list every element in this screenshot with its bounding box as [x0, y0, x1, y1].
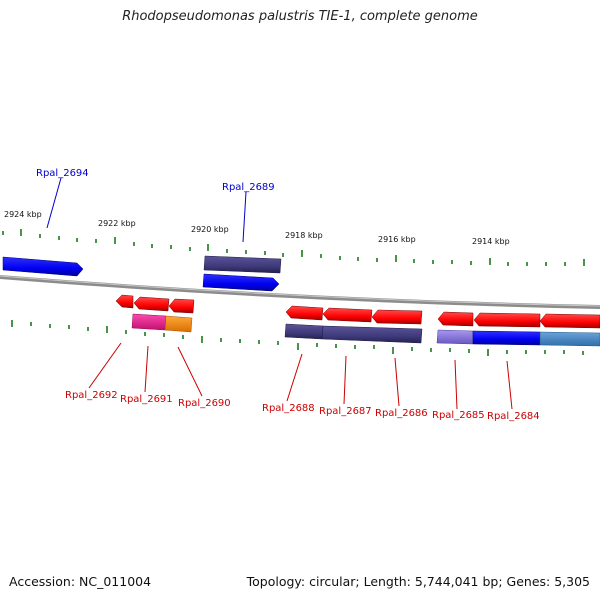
leader-rpal-2685 [454, 359, 458, 410]
gene-rpal-2688-feature[interactable] [284, 323, 324, 340]
gene-rpal-2687[interactable] [322, 307, 373, 323]
gene-rpal-2689-feature[interactable] [203, 255, 282, 274]
leader-rpal-2686 [394, 357, 400, 407]
gene-rpal-2692[interactable] [115, 294, 134, 309]
reverse-strand [115, 294, 600, 347]
gene-rpal-2690-feature[interactable] [164, 315, 193, 333]
forward-strand [2, 255, 282, 292]
scale-label: 2914 kbp [472, 237, 510, 246]
gene-label[interactable]: Rpal_2684 [487, 411, 540, 422]
gene-rpal-2690[interactable] [168, 298, 195, 314]
lower-tick-row [11, 320, 584, 356]
gene-next-feature[interactable] [539, 331, 600, 347]
gene-next-reverse[interactable] [539, 313, 600, 329]
upper-tick-row [2, 229, 585, 266]
leader-rpal-2692 [88, 342, 122, 389]
genome-title: Rhodopseudomonas palustris TIE-1, comple… [122, 9, 478, 24]
gene-rpal-2685-feature[interactable] [436, 329, 474, 345]
gene-rpal-2685[interactable] [437, 311, 474, 327]
genome-backbone [0, 275, 600, 309]
leader-rpal-2687 [343, 355, 347, 405]
gene-rpal-2691[interactable] [133, 296, 170, 312]
leader-rpal-2688 [286, 353, 303, 402]
leader-rpal-2691 [144, 345, 149, 393]
accession-text: Accession: NC_011004 [9, 574, 152, 589]
gene-label[interactable]: Rpal_2686 [375, 408, 428, 419]
gene-rpal-2691-feature[interactable] [131, 313, 167, 331]
gene-label[interactable]: Rpal_2689 [222, 182, 275, 193]
gene-label[interactable]: Rpal_2688 [262, 403, 315, 414]
gene-rpal-2686[interactable] [371, 309, 423, 325]
leader-rpal-2689 [242, 191, 247, 243]
genome-summary-text: Topology: circular; Length: 5,744,041 bp… [246, 574, 590, 589]
scale-label: 2916 kbp [378, 235, 416, 244]
gene-rpal-2688[interactable] [285, 305, 324, 321]
gene-label[interactable]: Rpal_2690 [178, 398, 231, 409]
gene-rpal-2689[interactable] [202, 273, 280, 292]
scale-label: 2918 kbp [285, 231, 323, 240]
leader-rpal-2690 [177, 346, 203, 397]
gene-label[interactable]: Rpal_2687 [319, 406, 372, 417]
gene-label[interactable]: Rpal_2694 [36, 168, 89, 179]
leader-rpal-2694 [46, 177, 62, 229]
gene-label[interactable]: Rpal_2685 [432, 410, 485, 421]
leader-rpal-2684 [506, 360, 513, 410]
scale-label: 2920 kbp [191, 225, 229, 234]
scale-label: 2922 kbp [98, 219, 136, 228]
gene-label[interactable]: Rpal_2692 [65, 390, 118, 401]
gene-label[interactable]: Rpal_2691 [120, 394, 173, 405]
scale-label: 2924 kbp [4, 210, 42, 219]
gene-rpal-2687-feature[interactable] [321, 325, 423, 344]
gene-rpal-2684-feature[interactable] [472, 330, 541, 346]
gene-rpal-2694[interactable] [2, 256, 84, 277]
gene-rpal-2684[interactable] [473, 312, 541, 328]
